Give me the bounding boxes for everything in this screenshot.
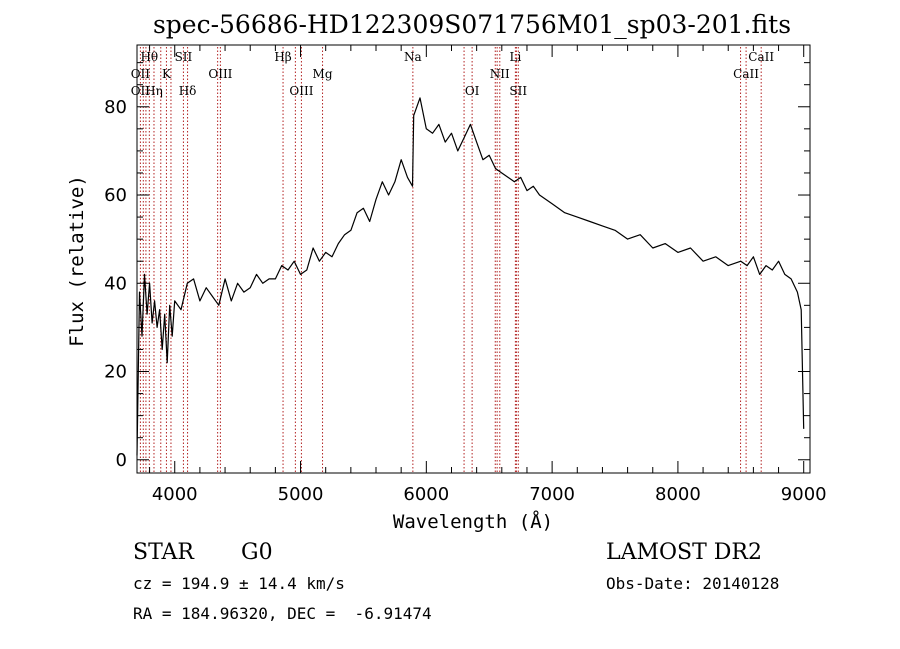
line-marker-label: Hβ (274, 50, 291, 64)
y-tick-label: 60 (104, 185, 127, 206)
line-marker-label: NII (490, 67, 510, 81)
y-axis-label: Flux (relative) (66, 175, 88, 347)
object-subclass: G0 (241, 540, 273, 565)
line-marker-label: Na (404, 50, 422, 64)
line-marker-label: OII (131, 84, 151, 98)
x-tick-label: 5000 (278, 484, 324, 505)
line-marker-label: OI (465, 84, 480, 98)
line-marker-label: OIII (208, 67, 232, 81)
plot-frame (136, 44, 811, 474)
line-marker-label: Mg (313, 67, 333, 81)
chart-title: spec-56686-HD122309S071756M01_sp03-201.f… (153, 10, 791, 39)
line-marker-label: Hθ (140, 50, 158, 64)
line-marker-label: CaII (733, 67, 759, 81)
spectrum-line (136, 97, 805, 456)
line-marker-label: Hδ (179, 84, 197, 98)
y-tick-label: 0 (116, 450, 127, 471)
x-tick-label: 4000 (152, 484, 198, 505)
line-marker-label: OIII (289, 84, 313, 98)
line-marker-label: Li (509, 50, 521, 64)
y-tick-label: 40 (104, 273, 127, 294)
x-tick-label: 6000 (403, 484, 449, 505)
redshift-readout: cz = 194.9 ± 14.4 km/s (133, 574, 345, 593)
line-marker-label: SII (509, 84, 527, 98)
coordinates-readout: RA = 184.96320, DEC = -6.91474 (133, 604, 432, 623)
object-class: STAR (133, 540, 194, 565)
survey-name: LAMOST DR2 (606, 540, 762, 565)
y-tick-label: 20 (104, 362, 127, 383)
line-marker-label: Hη (145, 84, 163, 98)
line-marker-label: SII (175, 50, 193, 64)
x-tick-label: 7000 (529, 484, 575, 505)
line-marker-label: CaII (748, 50, 774, 64)
x-tick-label: 8000 (655, 484, 701, 505)
spectrum-series (136, 97, 805, 456)
line-marker-label: K (162, 67, 172, 81)
y-tick-label: 80 (104, 97, 127, 118)
line-marker-label: OII (131, 67, 151, 81)
observation-date: Obs-Date: 20140128 (606, 574, 780, 593)
x-axis-label: Wavelength (Å) (393, 510, 553, 533)
x-tick-label: 9000 (781, 484, 827, 505)
axis-ticks: 4000 5000 6000 7000 8000 9000 0 20 40 60 80 (104, 45, 827, 505)
